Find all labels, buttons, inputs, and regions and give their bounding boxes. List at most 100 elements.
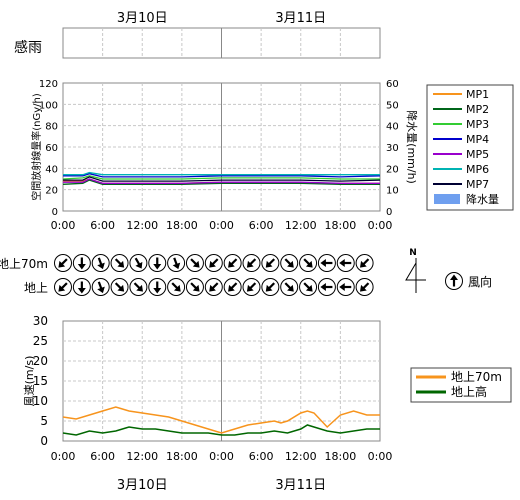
date-label-bottom-day1: 3月10日 xyxy=(117,478,168,493)
wind-direction-arrow xyxy=(261,254,280,272)
wind-speed-xtick-label: 12:00 xyxy=(126,450,158,463)
wind-arrow-head xyxy=(77,264,86,270)
radiation-legend-frame xyxy=(426,84,514,211)
wind-arrow-head xyxy=(320,283,326,291)
rain-sense-label: 感雨 xyxy=(14,39,42,56)
wind-arrow-head xyxy=(305,284,313,292)
radiation-ytick-label: 20 xyxy=(45,186,58,197)
wind-arrow-glyph xyxy=(77,257,86,270)
wind-arrow-glyph xyxy=(265,258,276,268)
wind-direction-panel: 地上70m 地上 N 風向 xyxy=(0,248,492,296)
wind-arrow-glyph xyxy=(209,282,219,292)
wind-arrow-shaft xyxy=(133,282,141,290)
wind-arrow-head xyxy=(117,284,125,292)
wind-arrow-head xyxy=(153,264,162,270)
wind-arrow-glyph xyxy=(228,282,238,292)
radiation-ytick-label: 120 xyxy=(39,79,58,90)
wind-arrow-glyph xyxy=(339,283,352,291)
wind-arrow-glyph xyxy=(58,258,68,268)
legend-label: MP6 xyxy=(466,163,489,176)
wind-arrow-shaft xyxy=(60,258,68,266)
wind-arrow-glyph xyxy=(114,282,125,292)
wind-arrow-shaft xyxy=(114,258,122,266)
wind-arrow-head xyxy=(136,284,143,292)
legend-label: MP1 xyxy=(466,88,489,101)
wind-direction-arrow xyxy=(129,278,148,296)
wind-direction-arrow xyxy=(110,278,129,296)
wind-speed-xtick-label: 18:00 xyxy=(325,450,357,463)
wind-direction-arrow xyxy=(242,254,261,272)
rain-sense-panel: 感雨 xyxy=(14,27,381,59)
radiation-xtick-label: 12:00 xyxy=(285,219,317,232)
wind-arrow-head xyxy=(320,259,326,267)
wind-direction-arrow xyxy=(317,278,336,296)
wind-arrow-head xyxy=(287,284,294,292)
wind-speed-ytick-label: 5 xyxy=(40,414,48,428)
radiation-xtick-label: 6:00 xyxy=(90,219,115,232)
wind-speed-legend-frame xyxy=(410,367,512,403)
series-line-mp5 xyxy=(63,178,380,184)
wind-direction-arrow xyxy=(167,278,186,296)
date-label-day1: 3月10日 xyxy=(117,11,168,26)
legend-label: MP4 xyxy=(466,133,489,146)
wind-arrow-shaft xyxy=(268,258,276,266)
wind-arrow-shaft xyxy=(134,257,141,266)
wind-speed-ytick-label: 30 xyxy=(33,314,48,328)
wind-arrow-head xyxy=(360,260,367,268)
wind-speed-xtick-label: 0:00 xyxy=(368,450,393,463)
wind-speed-ytick-label: 10 xyxy=(33,394,48,408)
series-line-mp2 xyxy=(62,179,380,185)
wind-arrow-glyph xyxy=(450,274,458,287)
wind-arrow-head xyxy=(246,284,254,292)
wind-direction-arrow xyxy=(355,254,374,272)
wind-arrow-shaft xyxy=(190,282,198,290)
wind-direction-arrow xyxy=(91,278,110,296)
wind-arrow-glyph xyxy=(153,257,162,270)
radiation-xtick-label: 12:00 xyxy=(126,219,158,232)
precip-ylabel: 降水量(mm/h) xyxy=(405,110,419,184)
wind-arrow-head xyxy=(153,288,162,294)
radiation-xtick-label: 0:00 xyxy=(368,219,393,232)
legend-label: MP5 xyxy=(466,148,489,161)
radiation-chart: 0204060801001200102030405060空間放射線量率(nGy/… xyxy=(30,79,514,232)
wind-speed-ytick-label: 25 xyxy=(33,334,48,348)
wind-arrow-shaft xyxy=(114,282,122,290)
radiation-xtick-label: 0:00 xyxy=(51,219,76,232)
wind-arrow-shaft xyxy=(173,257,178,266)
precip-ytick-label: 20 xyxy=(386,164,399,175)
precip-ytick-label: 60 xyxy=(386,79,399,90)
wind-arrow-glyph xyxy=(171,282,181,292)
wind-arrow-glyph xyxy=(360,258,370,268)
wind-speed-chart: 0 5 10 15 20 25 30 風速(m/s) 0:00 6:00 12:00 18:00 0:0… xyxy=(23,314,512,493)
radiation-ytick-label: 60 xyxy=(45,143,58,154)
wind-arrow-shaft xyxy=(60,282,68,290)
legend-swatch-precip xyxy=(434,194,460,204)
wind-direction-arrow xyxy=(317,254,336,272)
wind-arrow-head xyxy=(117,260,125,268)
radiation-xtick-label: 6:00 xyxy=(249,219,274,232)
wind-arrow-glyph xyxy=(303,258,313,268)
wind-speed-ylabel: 風速(m/s) xyxy=(23,356,36,407)
wind-arrow-head xyxy=(135,261,143,269)
wind-arrow-head xyxy=(209,260,216,268)
radiation-ytick-label: 80 xyxy=(45,122,58,133)
wind-arrow-shaft xyxy=(249,282,257,290)
wind-arrow-glyph xyxy=(284,258,294,268)
wind-direction-arrow xyxy=(167,254,186,272)
wind-arrow-head xyxy=(360,284,367,292)
wind-direction-arrow xyxy=(280,278,299,296)
precip-ytick-label: 0 xyxy=(386,207,392,218)
wind-direction-arrow xyxy=(148,254,167,272)
wind-arrow-shaft xyxy=(303,258,311,266)
wind-arrow-shaft xyxy=(230,258,238,266)
wind-speed-xtick-label: 18:00 xyxy=(166,450,198,463)
wind-arrow-head xyxy=(287,260,294,268)
wind-arrow-shaft xyxy=(303,282,311,290)
wind-arrow-glyph xyxy=(209,258,219,268)
wind-speed-ytick-label: 0 xyxy=(40,434,48,448)
radiation-ytick-label: 100 xyxy=(39,100,58,111)
wind-direction-arrow xyxy=(54,254,72,272)
date-label-day2: 3月11日 xyxy=(275,11,326,26)
